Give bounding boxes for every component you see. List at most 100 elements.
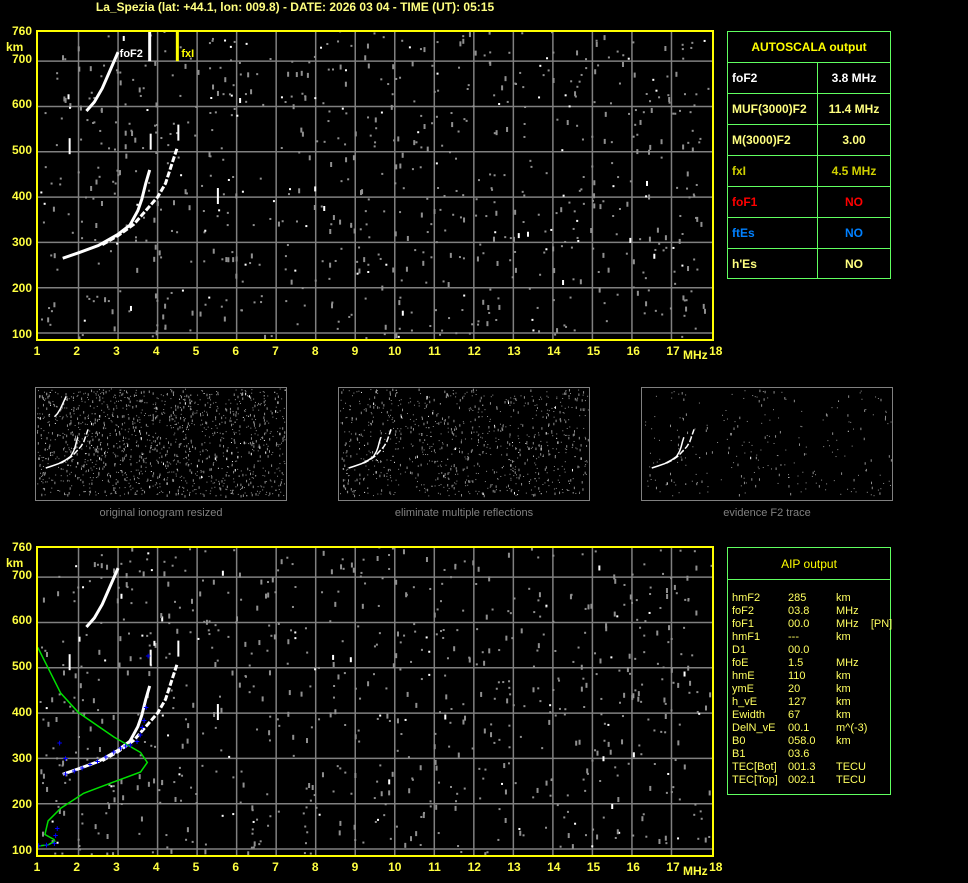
noise-echo [75,446,77,450]
noise-echo [170,689,173,692]
noise-echo [275,406,277,408]
noise-echo [314,97,317,100]
noise-echo [424,402,426,404]
ionogram-plot-top: foF2 fxI [36,30,714,341]
noise-echo [191,400,193,402]
noise-echo [232,410,234,412]
noise-echo [793,399,795,403]
noise-echo [885,411,887,413]
noise-echo [81,334,84,337]
noise-echo [114,429,116,432]
noise-echo [244,390,246,392]
noise-echo [196,410,198,412]
noise-echo [621,62,624,68]
noise-echo [531,395,533,397]
noise-echo [43,430,45,432]
noise-echo [256,73,259,76]
noise-echo [410,401,412,403]
noise-echo [271,454,273,456]
noise-echo [865,470,867,472]
noise-echo [310,726,313,729]
noise-echo [192,490,194,492]
thumbnail-f2-trace [641,387,893,501]
noise-echo [650,107,653,113]
noise-echo [538,477,540,479]
noise-echo [201,430,203,432]
noise-echo [420,212,423,218]
noise-echo [576,427,578,429]
noise-echo [94,421,96,425]
noise-echo [554,455,556,459]
noise-echo [216,90,219,96]
noise-echo [150,471,152,473]
noise-echo [687,141,690,144]
noise-echo [474,405,476,408]
fit-point: + [57,738,62,748]
noise-echo [233,433,235,435]
noise-echo [227,591,230,594]
noise-echo [39,455,41,457]
echo-streak [68,138,71,155]
noise-echo [390,400,392,402]
fit-point: + [123,741,128,751]
noise-echo [559,845,562,848]
noise-echo [163,32,166,33]
noise-echo [98,432,100,434]
noise-echo [47,721,50,727]
aip-unit [836,644,870,657]
noise-echo [695,453,697,455]
noise-echo [679,214,682,217]
noise-echo [471,448,473,452]
noise-echo [87,393,89,396]
noise-echo [532,796,535,799]
noise-echo [357,438,359,441]
noise-echo [652,78,655,81]
noise-echo [244,675,247,678]
noise-echo [541,747,544,750]
noise-echo [647,289,650,292]
noise-echo [95,463,97,465]
noise-echo [422,442,424,444]
noise-echo [117,426,119,428]
noise-echo [104,297,107,303]
noise-echo [180,395,182,397]
noise-echo [237,407,239,410]
noise-echo [441,329,444,332]
noise-echo [381,285,384,291]
noise-echo [495,440,497,442]
noise-echo [97,709,100,712]
aip-key: foF1 [732,618,755,630]
noise-echo [402,408,404,412]
noise-echo [213,712,216,718]
noise-echo [252,846,255,849]
noise-echo [49,423,51,427]
noise-echo [282,437,284,440]
noise-echo [171,418,173,420]
noise-echo [690,46,693,49]
noise-echo [441,446,443,450]
noise-echo [516,399,518,401]
noise-echo [451,431,453,434]
noise-echo [436,422,438,424]
noise-echo [552,51,555,54]
noise-echo [178,766,181,769]
noise-echo [170,389,172,391]
noise-echo [211,646,214,649]
noise-echo [587,604,590,610]
noise-echo [269,217,272,220]
noise-echo [253,464,255,466]
noise-echo [188,447,190,451]
noise-echo [60,480,62,482]
noise-echo [182,390,184,393]
noise-echo [685,413,687,416]
noise-echo [236,114,239,117]
noise-echo [189,57,192,60]
noise-echo [446,657,449,660]
noise-echo [674,112,677,115]
noise-echo [176,231,179,234]
autoscala-row-0: foF2 3.8 MHz [728,63,890,94]
noise-echo [259,460,261,462]
noise-echo [78,844,81,847]
noise-echo [354,480,356,482]
noise-echo [100,448,102,450]
